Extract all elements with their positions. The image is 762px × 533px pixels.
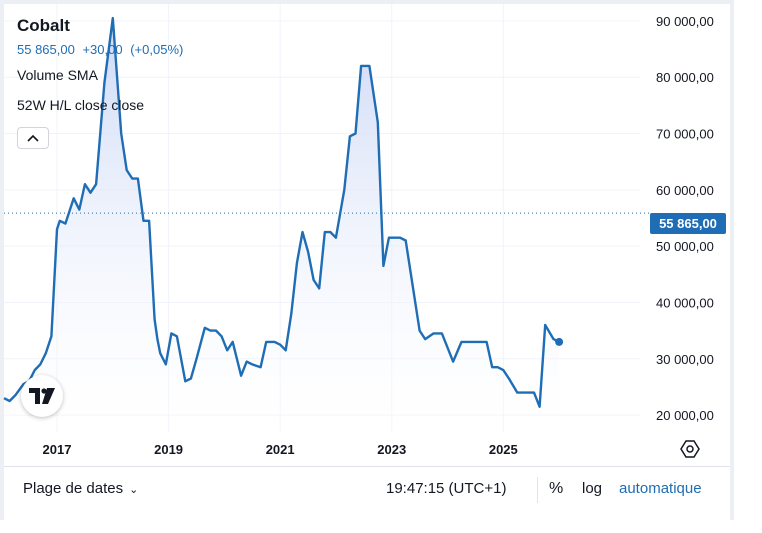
date-range-button[interactable]: Plage de dates ⌄ [23,480,138,497]
instrument-title[interactable]: Cobalt [17,16,70,35]
x-tick-label: 2021 [266,442,295,457]
clock-time[interactable]: 19:47:15 (UTC+1) [386,480,507,497]
frame-right [730,0,734,520]
y-tick-label: 60 000,00 [656,183,714,198]
y-tick-label: 90 000,00 [656,14,714,29]
x-axis-ticks: 2017 2019 2021 2023 2025 [43,442,518,457]
x-tick-label: 2023 [377,442,406,457]
auto-scale-toggle[interactable]: automatique [619,480,702,497]
last-price: 55 865,00 [17,42,75,57]
price-change: +30,00 [82,42,123,57]
y-axis-ticks: 20 000,00 30 000,00 40 000,00 50 000,00 60 0… [656,14,714,423]
price-area [4,18,560,432]
x-tick-label: 2025 [489,442,518,457]
settings-icon[interactable] [679,438,701,460]
log-scale-toggle[interactable]: log [582,480,603,497]
chart-legend: Cobalt 55 865,00 +30,00 (+0,05%) Volume … [17,16,183,149]
bottom-toolbar: Plage de dates ⌄ 19:47:15 (UTC+1) % log a… [4,466,730,515]
price-line [3,16,560,408]
indicator-volume-sma[interactable]: Volume SMA [17,67,98,83]
current-price-tag: 55 865,00 [650,213,726,234]
frame-left [0,0,4,520]
y-tick-label: 70 000,00 [656,127,714,142]
frame-top [0,0,734,4]
y-tick-label: 20 000,00 [656,408,714,423]
date-range-label: Plage de dates [23,480,124,497]
x-tick-label: 2019 [154,442,183,457]
indicator-52w-hl[interactable]: 52W H/L close close [17,97,145,113]
last-price-dot [555,337,564,346]
price-chart[interactable]: 20 000,00 30 000,00 40 000,00 50 000,00 60 0… [0,0,762,470]
chevron-up-icon [27,134,39,142]
toolbar-divider [537,477,538,503]
y-tick-label: 40 000,00 [656,295,714,310]
y-tick-label: 30 000,00 [656,352,714,367]
price-change-percent: (+0,05%) [130,42,184,57]
y-tick-label: 50 000,00 [656,239,714,254]
chevron-down-icon: ⌄ [129,484,139,496]
tradingview-logo-icon[interactable] [21,375,63,417]
price-readout: 55 865,00 +30,00 (+0,05%) [17,42,183,57]
y-tick-label: 80 000,00 [656,70,714,85]
collapse-legend-button[interactable] [17,127,49,149]
percent-scale-toggle[interactable]: % [549,480,564,497]
x-tick-label: 2017 [43,442,72,457]
